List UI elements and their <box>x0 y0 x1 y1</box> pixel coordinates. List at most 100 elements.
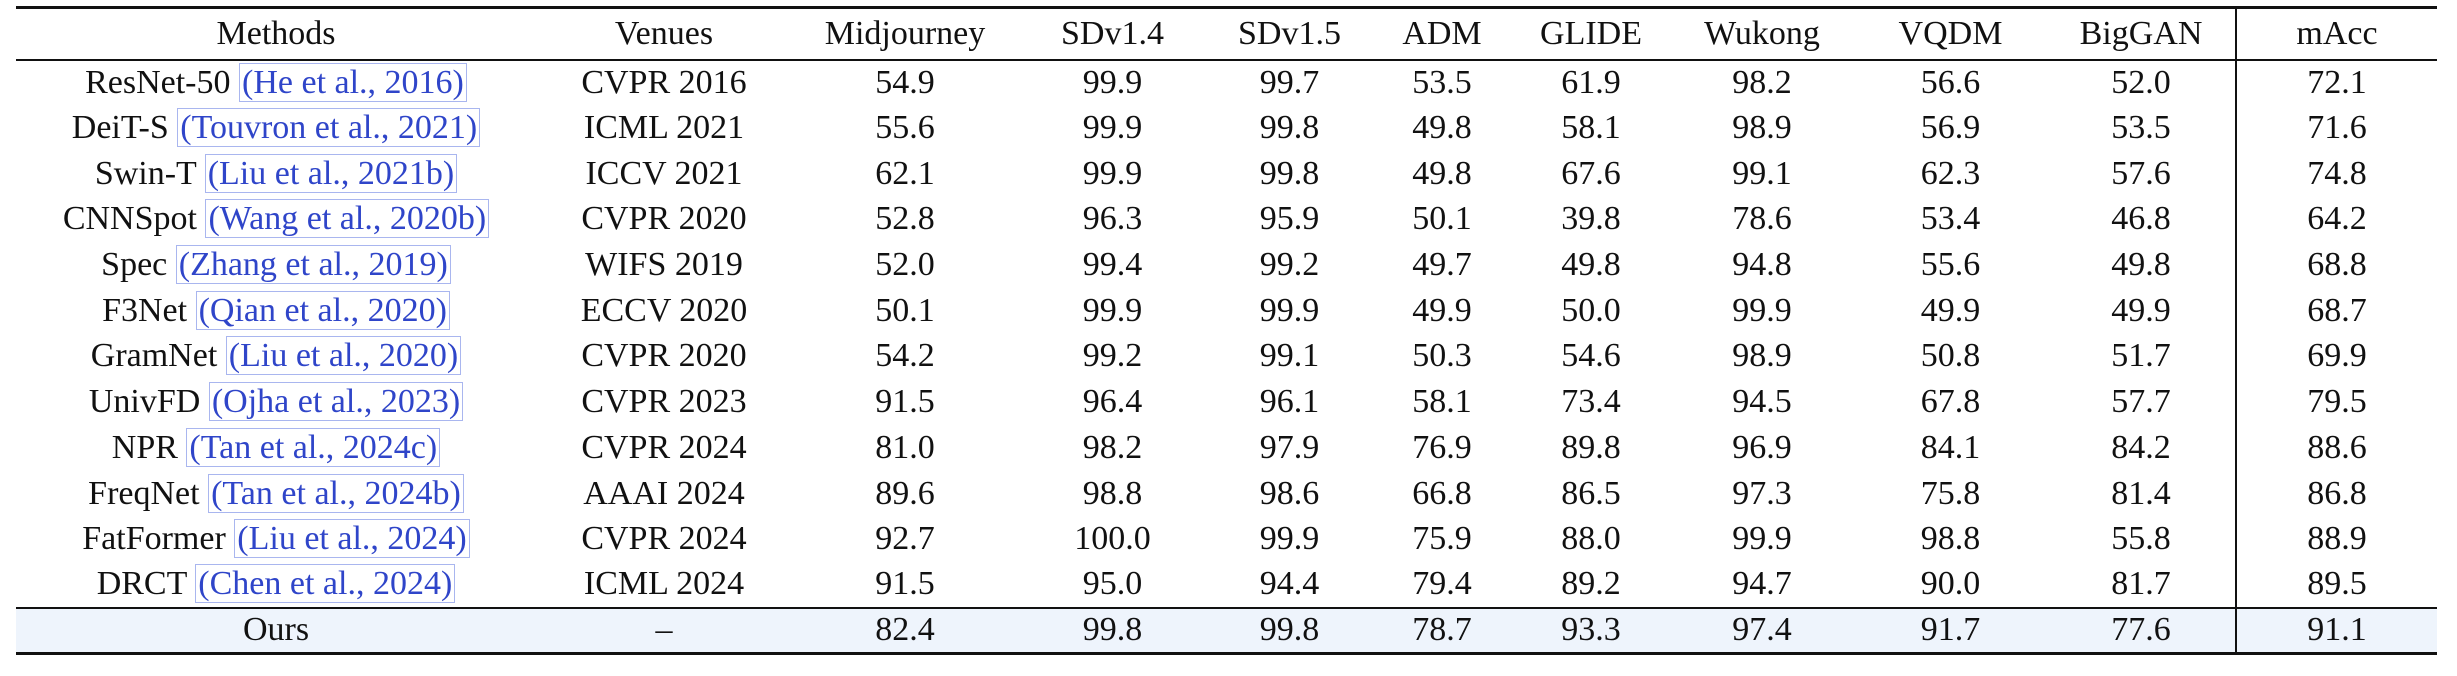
wukong-score-cell: 97.3 <box>1732 474 1792 512</box>
table-body: ResNet-50 (He et al., 2016) CVPR 2016 54.9… <box>16 59 2437 654</box>
sdv15-score-cell: 97.9 <box>1259 428 1320 466</box>
method-cell: GramNet (Liu et al., 2020) <box>16 334 536 380</box>
macc-score-cell: 71.6 <box>2235 105 2437 151</box>
citation-link[interactable]: (Ojha et al., 2023) <box>208 382 464 422</box>
wukong-score-cell: 99.9 <box>1732 520 1792 558</box>
biggan-score-cell: 46.8 <box>2111 200 2171 238</box>
sdv15-score-cell: 94.4 <box>1259 565 1320 603</box>
glide-score-cell: 73.4 <box>1561 383 1621 421</box>
citation-link[interactable]: (Tan et al., 2024c) <box>186 427 441 467</box>
vqdm-score-cell: 67.8 <box>1920 383 1981 421</box>
header-midjourney: Midjourney <box>824 14 986 52</box>
venue-cell: CVPR 2023 <box>581 383 747 421</box>
method-cell: FatFormer (Liu et al., 2024) <box>16 516 536 562</box>
table-row: DeiT-S (Touvron et al., 2021) ICML 2021 55… <box>16 105 2437 151</box>
vqdm-score-cell: 84.1 <box>1920 428 1981 466</box>
midjourney-score-cell: 50.1 <box>875 291 935 329</box>
header-venues: Venues <box>614 14 714 52</box>
vqdm-score-cell: 75.8 <box>1920 474 1981 512</box>
citation-link[interactable]: (Liu et al., 2020) <box>225 336 462 376</box>
table-row: F3Net (Qian et al., 2020) ECCV 2020 50.1 99… <box>16 287 2437 334</box>
vqdm-score-cell: 55.6 <box>1920 246 1981 284</box>
midjourney-score-cell: 55.6 <box>875 109 935 147</box>
sdv14-score-cell: 99.9 <box>1082 63 1143 101</box>
sdv14-score-cell: 98.8 <box>1082 474 1143 512</box>
method-cell: FreqNet (Tan et al., 2024b) <box>16 471 536 517</box>
venue-cell: AAAI 2024 <box>583 474 745 512</box>
sdv14-score-cell: 99.9 <box>1082 109 1143 147</box>
vqdm-score-cell: 90.0 <box>1920 565 1981 603</box>
midjourney-score-cell: 91.5 <box>875 383 935 421</box>
citation-link[interactable]: (Liu et al., 2024) <box>234 519 470 559</box>
midjourney-score-cell: 54.9 <box>875 63 935 101</box>
method-name: NPR <box>111 428 178 466</box>
adm-score-cell: 49.8 <box>1412 154 1472 192</box>
macc-score-cell: 79.5 <box>2235 379 2437 425</box>
sdv14-score-cell: 99.2 <box>1082 337 1143 375</box>
venue-cell: CVPR 2024 <box>581 428 747 466</box>
sdv14-score-cell: 99.9 <box>1082 291 1143 329</box>
sdv14-score-cell: 96.4 <box>1082 383 1143 421</box>
adm-score-cell: 50.1 <box>1412 200 1472 238</box>
citation-link[interactable]: (Tan et al., 2024b) <box>208 473 464 513</box>
glide-score-cell: 89.8 <box>1561 428 1621 466</box>
sdv14-score-cell: 99.8 <box>1082 611 1143 649</box>
header-methods: Methods <box>216 14 336 52</box>
vqdm-score-cell: 49.9 <box>1920 291 1981 329</box>
venue-cell: ICML 2021 <box>583 109 745 147</box>
glide-score-cell: 54.6 <box>1561 337 1621 375</box>
vqdm-score-cell: 62.3 <box>1920 154 1981 192</box>
vqdm-score-cell: 98.8 <box>1920 520 1981 558</box>
method-cell: DRCT (Chen et al., 2024) <box>16 562 536 608</box>
table-row: ResNet-50 (He et al., 2016) CVPR 2016 54.9… <box>16 59 2437 106</box>
sdv15-score-cell: 99.2 <box>1259 246 1320 284</box>
midjourney-score-cell: 92.7 <box>875 520 935 558</box>
macc-score-cell: 91.1 <box>2235 607 2437 654</box>
sdv15-score-cell: 99.9 <box>1259 291 1320 329</box>
method-cell: Spec (Zhang et al., 2019) <box>16 242 536 288</box>
midjourney-score-cell: 82.4 <box>875 611 935 649</box>
wukong-score-cell: 99.1 <box>1732 154 1792 192</box>
method-cell: Ours <box>16 608 536 654</box>
citation-link[interactable]: (Wang et al., 2020b) <box>205 199 490 239</box>
table-row: Spec (Zhang et al., 2019) WIFS 2019 52.0 99… <box>16 242 2437 288</box>
method-name: Swin-T <box>94 154 197 192</box>
sdv15-score-cell: 99.1 <box>1259 337 1320 375</box>
glide-score-cell: 49.8 <box>1561 246 1621 284</box>
table-header: Methods Venues Midjourney SDv1.4 SDv1.5 … <box>16 7 2437 60</box>
method-cell: F3Net (Qian et al., 2020) <box>16 288 536 334</box>
glide-score-cell: 58.1 <box>1561 109 1621 147</box>
adm-score-cell: 53.5 <box>1412 63 1472 101</box>
header-macc: mAcc <box>2235 7 2437 60</box>
venue-cell: CVPR 2020 <box>581 337 747 375</box>
venue-cell: ICML 2024 <box>583 565 745 603</box>
sdv15-score-cell: 99.7 <box>1259 63 1320 101</box>
header-biggan: BigGAN <box>2079 14 2203 52</box>
sdv14-score-cell: 98.2 <box>1082 428 1143 466</box>
citation-link[interactable]: (He et al., 2016) <box>239 62 467 102</box>
citation-link[interactable]: (Touvron et al., 2021) <box>177 108 481 148</box>
header-vqdm: VQDM <box>1898 14 2003 52</box>
method-cell: DeiT-S (Touvron et al., 2021) <box>16 105 536 151</box>
method-name: CNNSpot <box>62 200 197 238</box>
sdv15-score-cell: 99.9 <box>1259 520 1320 558</box>
biggan-score-cell: 52.0 <box>2111 63 2171 101</box>
method-name: UnivFD <box>88 383 201 421</box>
biggan-score-cell: 57.6 <box>2111 154 2171 192</box>
citation-link[interactable]: (Zhang et al., 2019) <box>175 245 451 285</box>
table-row: FreqNet (Tan et al., 2024b) AAAI 2024 89.6… <box>16 470 2437 517</box>
wukong-score-cell: 99.9 <box>1732 291 1792 329</box>
glide-score-cell: 93.3 <box>1561 611 1621 649</box>
vqdm-score-cell: 50.8 <box>1920 337 1981 375</box>
citation-link[interactable]: (Chen et al., 2024) <box>195 564 456 604</box>
method-name: F3Net <box>102 291 188 329</box>
vqdm-score-cell: 56.6 <box>1920 63 1981 101</box>
vqdm-score-cell: 56.9 <box>1920 109 1981 147</box>
citation-link[interactable]: (Qian et al., 2020) <box>195 290 450 330</box>
citation-link[interactable]: (Liu et al., 2021b) <box>204 153 458 193</box>
biggan-score-cell: 51.7 <box>2111 337 2171 375</box>
wukong-score-cell: 94.8 <box>1732 246 1792 284</box>
adm-score-cell: 76.9 <box>1412 428 1472 466</box>
macc-score-cell: 72.1 <box>2235 59 2437 106</box>
wukong-score-cell: 94.5 <box>1732 383 1792 421</box>
